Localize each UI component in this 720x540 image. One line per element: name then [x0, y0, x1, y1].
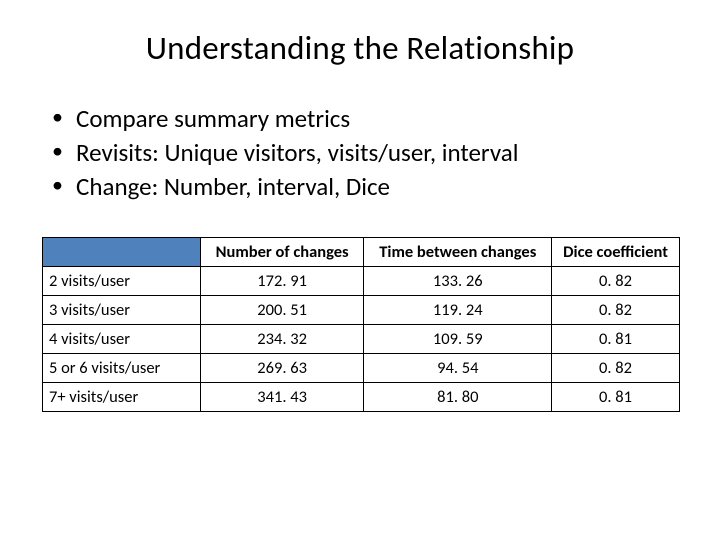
table-cell: 0. 82 — [552, 296, 680, 325]
table-header-row: Number of changes Time between changes D… — [43, 238, 680, 267]
slide-title: Understanding the Relationship — [42, 28, 678, 68]
table-cell: 94. 54 — [364, 354, 552, 383]
table-cell: 0. 81 — [552, 325, 680, 354]
row-label: 7+ visits/user — [43, 383, 201, 412]
bullet-item: Compare summary metrics — [52, 102, 678, 136]
table-cell: 269. 63 — [200, 354, 364, 383]
table-row: 3 visits/user 200. 51 119. 24 0. 82 — [43, 296, 680, 325]
row-label: 2 visits/user — [43, 267, 201, 296]
table-col-header: Number of changes — [200, 238, 364, 267]
table-row: 7+ visits/user 341. 43 81. 80 0. 81 — [43, 383, 680, 412]
table-col-header: Time between changes — [364, 238, 552, 267]
table-cell: 172. 91 — [200, 267, 364, 296]
table-cell: 234. 32 — [200, 325, 364, 354]
table-cell: 0. 82 — [552, 354, 680, 383]
table-cell: 0. 82 — [552, 267, 680, 296]
metrics-table: Number of changes Time between changes D… — [42, 237, 680, 412]
table-row: 5 or 6 visits/user 269. 63 94. 54 0. 82 — [43, 354, 680, 383]
table-cell: 341. 43 — [200, 383, 364, 412]
table-row: 2 visits/user 172. 91 133. 26 0. 82 — [43, 267, 680, 296]
row-label: 3 visits/user — [43, 296, 201, 325]
bullet-item: Revisits: Unique visitors, visits/user, … — [52, 136, 678, 170]
bullet-list: Compare summary metrics Revisits: Unique… — [52, 102, 678, 203]
table-row: 4 visits/user 234. 32 109. 59 0. 81 — [43, 325, 680, 354]
row-label: 4 visits/user — [43, 325, 201, 354]
table-cell: 133. 26 — [364, 267, 552, 296]
row-label: 5 or 6 visits/user — [43, 354, 201, 383]
table-corner-cell — [43, 238, 201, 267]
table-col-header: Dice coefficient — [552, 238, 680, 267]
table-cell: 109. 59 — [364, 325, 552, 354]
table-cell: 0. 81 — [552, 383, 680, 412]
bullet-item: Change: Number, interval, Dice — [52, 170, 678, 204]
table-cell: 119. 24 — [364, 296, 552, 325]
table-cell: 200. 51 — [200, 296, 364, 325]
table-cell: 81. 80 — [364, 383, 552, 412]
